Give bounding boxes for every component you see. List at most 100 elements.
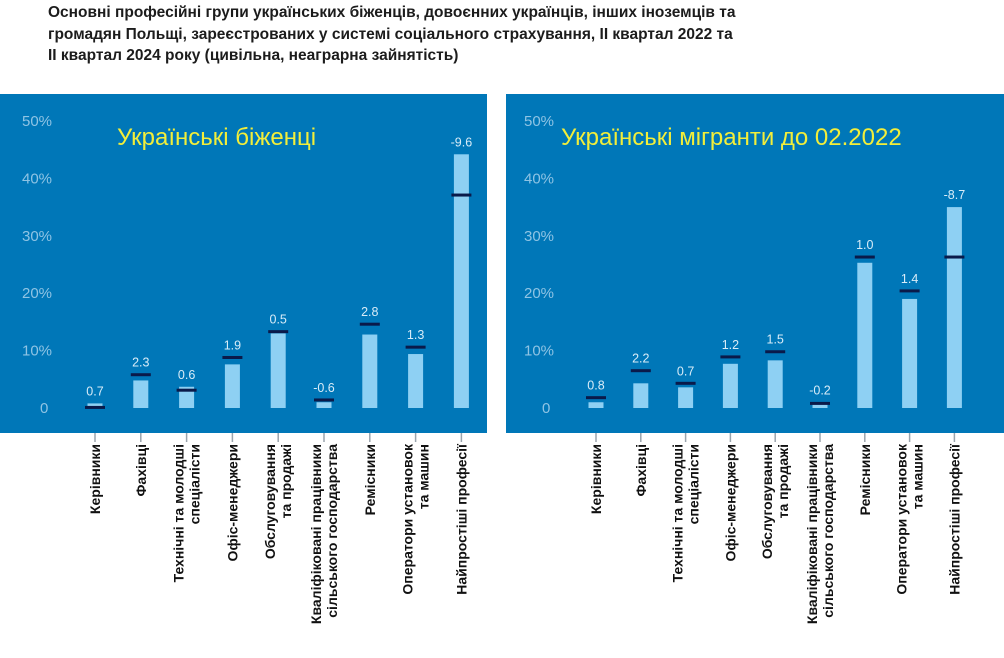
category-label: Ремісники xyxy=(362,444,378,515)
data-label: -9.6 xyxy=(451,135,473,149)
category-label: та продажі xyxy=(278,444,294,518)
y-tick-label: 10% xyxy=(524,343,554,360)
bar xyxy=(857,262,873,408)
reference-marker xyxy=(630,369,651,373)
data-label: 2.2 xyxy=(632,352,649,366)
bar xyxy=(316,402,332,408)
data-label: -8.7 xyxy=(944,188,966,202)
data-label: 1.0 xyxy=(856,238,873,252)
category-label: Найпростіші професії xyxy=(453,443,469,595)
bar xyxy=(87,403,103,408)
bar xyxy=(408,354,424,408)
category-label: Технічні та молодші xyxy=(171,444,187,582)
title-line-3: II квартал 2024 року (цивільна, неаграрн… xyxy=(48,47,459,64)
data-label: -0.6 xyxy=(313,381,335,395)
data-label: 1.2 xyxy=(722,338,739,352)
y-tick-label: 30% xyxy=(22,228,52,245)
data-label: 0.8 xyxy=(587,379,604,393)
reference-marker xyxy=(405,345,426,349)
reference-marker xyxy=(314,398,334,402)
title-line-2: громадян Польщі, зареєстрованих у систем… xyxy=(48,25,733,43)
reference-marker xyxy=(268,330,289,334)
category-label: спеціалісти xyxy=(187,444,203,524)
data-label: 0.7 xyxy=(86,384,103,398)
title-line-1: Основні професійні групи українських біж… xyxy=(48,4,736,21)
bar xyxy=(362,334,378,408)
data-label: 0.5 xyxy=(270,313,287,327)
data-label: -0.2 xyxy=(809,383,831,397)
reference-marker xyxy=(899,289,920,293)
reference-marker xyxy=(130,373,151,377)
category-label: Фахівці xyxy=(133,444,149,497)
reference-marker xyxy=(675,381,696,385)
data-label: 2.3 xyxy=(132,356,149,370)
reference-marker xyxy=(944,255,965,259)
chart-panel-2 xyxy=(506,94,1004,433)
category-label: Керівники xyxy=(87,444,103,514)
category-label: спеціалісти xyxy=(686,444,702,524)
y-tick-label: 0 xyxy=(40,400,48,417)
panel-title: Українські мігранти до 02.2022 xyxy=(561,124,902,151)
bar xyxy=(133,380,149,408)
category-label: та машин xyxy=(910,444,926,509)
category-label: Технічні та молодші xyxy=(670,444,686,582)
bar xyxy=(179,386,195,408)
category-label: Офіс-менеджери xyxy=(722,444,738,561)
category-label: Найпростіші професії xyxy=(946,443,962,595)
bar xyxy=(946,207,962,408)
data-label: 0.6 xyxy=(178,368,195,382)
data-label: 0.7 xyxy=(677,364,694,378)
y-tick-label: 20% xyxy=(524,285,554,302)
category-label: та продажі xyxy=(775,444,791,518)
reference-marker xyxy=(810,401,830,405)
category-label: Кваліфіковані працівники xyxy=(308,444,324,624)
bar xyxy=(453,154,469,408)
category-label: сільського господарства xyxy=(820,444,836,618)
bar xyxy=(767,360,783,408)
category-label: сільського господарства xyxy=(324,444,340,618)
y-tick-label: 10% xyxy=(22,343,52,360)
category-label: Ремісники xyxy=(857,444,873,515)
y-tick-label: 40% xyxy=(524,170,554,187)
category-label: Оператори установок xyxy=(894,443,910,595)
data-label: 1.9 xyxy=(224,338,241,352)
y-tick-label: 40% xyxy=(22,170,52,187)
bar xyxy=(902,298,918,408)
category-label: Кваліфіковані працівники xyxy=(804,444,820,624)
reference-marker xyxy=(451,193,472,197)
category-label: та машин xyxy=(416,444,432,509)
data-label: 1.5 xyxy=(767,333,784,347)
reference-marker xyxy=(854,255,875,259)
category-label: Оператори установок xyxy=(400,443,416,595)
category-label: Фахівці xyxy=(633,444,649,497)
y-tick-label: 30% xyxy=(524,228,554,245)
bar xyxy=(678,387,694,408)
bar xyxy=(722,363,738,408)
bar xyxy=(588,402,604,408)
reference-marker xyxy=(586,396,606,400)
data-label: 1.3 xyxy=(407,328,424,342)
bar xyxy=(812,402,828,408)
y-tick-label: 20% xyxy=(22,285,52,302)
panel-title: Українські біженці xyxy=(117,124,316,151)
y-tick-label: 50% xyxy=(22,113,52,130)
category-label: Офіс-менеджери xyxy=(224,444,240,561)
data-label: 2.8 xyxy=(361,305,378,319)
category-label: Керівники xyxy=(588,444,604,514)
reference-marker xyxy=(359,322,380,326)
bar xyxy=(633,383,649,408)
data-label: 1.4 xyxy=(901,272,918,286)
chart-panel-1 xyxy=(0,94,487,433)
y-tick-label: 0 xyxy=(542,400,550,417)
category-label: Обслуговування xyxy=(759,444,775,559)
reference-marker xyxy=(176,388,197,392)
bar xyxy=(224,364,240,408)
reference-marker xyxy=(85,405,105,409)
category-label: Обслуговування xyxy=(262,444,278,559)
bar xyxy=(270,333,286,408)
chart-title: Основні професійні групи українських біж… xyxy=(48,2,948,67)
reference-marker xyxy=(720,355,741,359)
y-tick-label: 50% xyxy=(524,113,554,130)
reference-marker xyxy=(765,350,786,354)
